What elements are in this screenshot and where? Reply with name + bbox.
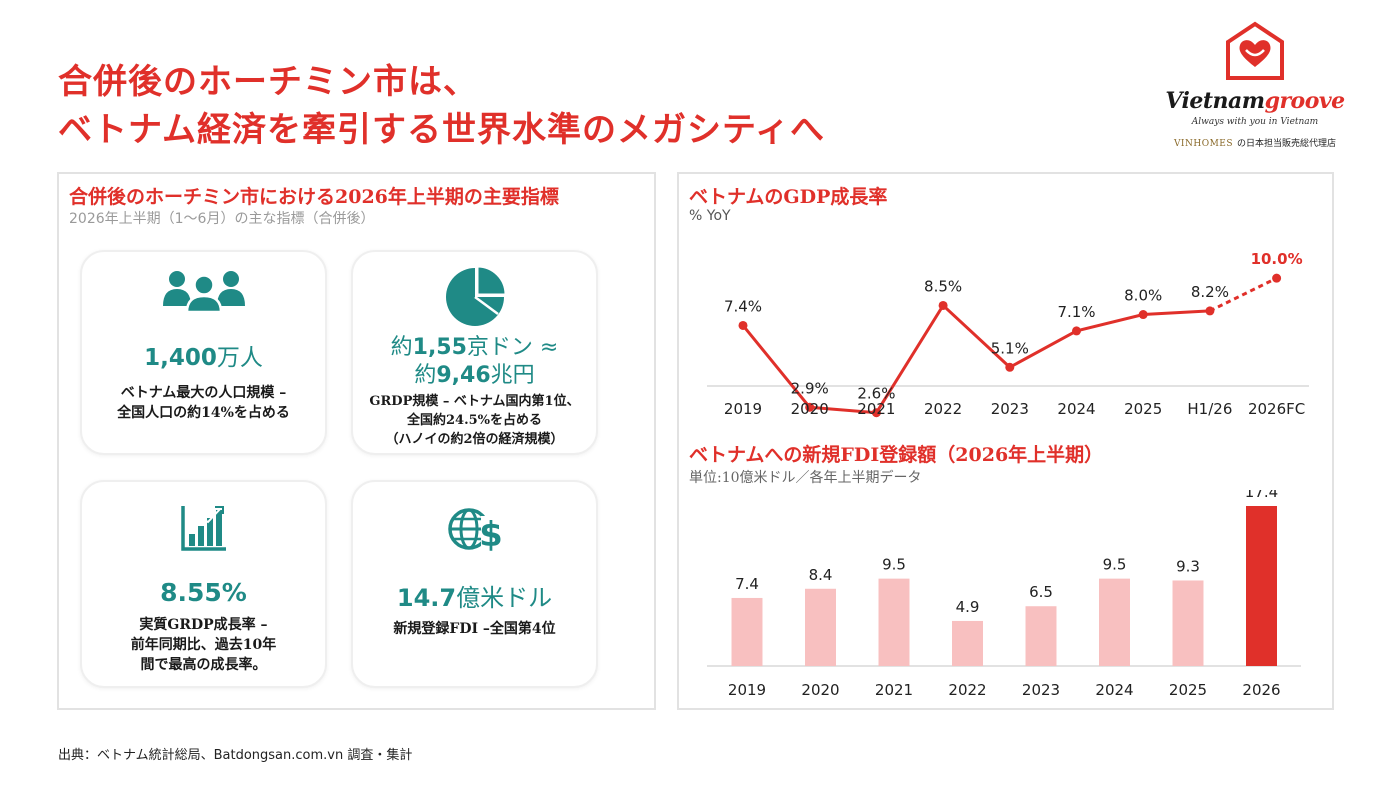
house-heart-icon	[1226, 21, 1284, 80]
fdi-x-tick: 2022	[948, 681, 986, 699]
fdi-bar	[731, 597, 763, 666]
fdi-x-tick: 2026	[1242, 681, 1280, 699]
logo-partner: VINHOMES の日本担当販売総代理店	[1173, 139, 1337, 149]
gdp-point	[1205, 306, 1215, 316]
indicators-title: 合併後のホーチミン市における2026年上半期の主要指標	[69, 186, 559, 208]
gdp-x-tick: 2024	[1057, 400, 1095, 418]
pie-chart-icon	[445, 266, 506, 326]
fdi-bar	[1172, 580, 1204, 666]
indicators-subtitle: 2026年上半期（1〜6月）の主な指標（合併後）	[69, 211, 375, 227]
fdi-bar	[805, 588, 836, 666]
gdp-point	[805, 402, 815, 412]
fdi-data-label: 9.5	[1103, 556, 1127, 574]
grdp-card: 約1,55京ドン ≈ 約9,46兆円 GRDP規模 – ベトナム国内第1位、 全…	[351, 250, 598, 455]
fdi-data-label: 7.4	[735, 575, 759, 593]
gdp-data-label: 8.5%	[924, 277, 962, 295]
fdi-x-tick: 2024	[1095, 681, 1133, 699]
population-value: 1,400万人	[144, 345, 263, 371]
gdp-x-tick: 2023	[991, 400, 1029, 418]
gdp-x-tick: 2022	[924, 400, 962, 418]
gdp-point	[1272, 273, 1282, 283]
gdp-x-tick: 2020	[791, 400, 829, 418]
fdi-x-tick: 2023	[1022, 681, 1060, 699]
gdp-data-label: 7.1%	[1057, 303, 1095, 321]
population-card: 1,400万人 ベトナム最大の人口規模 – 全国人口の約14%を占める	[80, 250, 327, 455]
fdi-x-tick: 2020	[801, 681, 839, 699]
fdi-bar	[878, 578, 910, 666]
grdp-growth-desc: 実質GRDP成長率 – 前年同期比、過去10年 間で最高の成長率。	[130, 617, 277, 673]
page-title-line2: ベトナム経済を牽引する世界水準のメガシティへ	[58, 110, 825, 150]
vietnamgroove-logo: Vietnamgroove Always with you in Vietnam…	[1160, 20, 1350, 155]
fdi-x-tick: 2021	[875, 681, 913, 699]
fdi-data-label: 6.5	[1029, 583, 1053, 601]
gdp-data-label: 10.0%	[1251, 250, 1303, 268]
gdp-point	[738, 320, 748, 330]
svg-text:$: $	[479, 515, 503, 555]
fdi-x-tick: 2019	[728, 681, 766, 699]
fdi-data-label: 17.4	[1245, 490, 1278, 501]
gdp-x-tick: H1/26	[1187, 400, 1232, 418]
fdi-data-label: 9.5	[882, 556, 906, 574]
gdp-x-tick: 2025	[1124, 400, 1162, 418]
gdp-data-label: 8.2%	[1191, 283, 1229, 301]
gdp-forecast-line	[1209, 276, 1278, 313]
grdp-value-line2: 約9,46兆円	[414, 363, 535, 388]
fdi-bar	[1099, 578, 1130, 666]
logo-tagline: Always with you in Vietnam	[1191, 117, 1319, 127]
gdp-data-label: 2.9%	[791, 379, 829, 397]
logo-wordmark: Vietnamgroove	[1165, 88, 1345, 114]
fdi-bar	[952, 620, 983, 666]
grdp-desc: GRDP規模 – ベトナム国内第1位、 全国約24.5%を占める （ハノイの約2…	[369, 394, 580, 447]
gdp-chart-title: ベトナムのGDP成長率	[689, 186, 888, 208]
fdi-bar-chart: 7.4 2019 8.4 2020 9.5 2021 4.9 2022 6.5 2023 9.5 20…	[707, 490, 1301, 699]
fdi-data-label: 4.9	[956, 598, 980, 616]
charts-panel: ベトナムのGDP成長率 % YoY 7.4% 2019 2.9% 2020 2.6% 20…	[677, 172, 1334, 710]
gdp-data-label: 5.1%	[991, 339, 1029, 357]
fdi-bar	[1025, 606, 1057, 666]
population-desc: ベトナム最大の人口規模 – 全国人口の約14%を占める	[117, 385, 290, 421]
grdp-value: 約1,55京ドン ≈ 約9,46兆円	[353, 334, 596, 390]
fdi-data-label: 8.4	[809, 566, 833, 584]
fdi-data-label: 9.3	[1176, 557, 1200, 575]
people-icon	[162, 271, 245, 312]
gdp-point	[1005, 362, 1015, 372]
gdp-x-tick: 2026FC	[1248, 400, 1305, 418]
fdi-chart-title: ベトナムへの新規FDI登録額（2026年上半期）	[689, 444, 1104, 466]
gdp-point	[938, 300, 948, 310]
gdp-series-line	[741, 303, 1210, 415]
grdp-growth-card: 8.55% 実質GRDP成長率 – 前年同期比、過去10年 間で最高の成長率。	[80, 480, 327, 688]
gdp-x-tick: 2019	[724, 400, 762, 418]
gdp-data-label: 2.6%	[857, 385, 895, 403]
gdp-data-label: 7.4%	[724, 297, 762, 315]
gdp-x-tick: 2021	[857, 400, 895, 418]
globe-dollar-icon: $	[447, 508, 503, 555]
fdi-bar	[1246, 506, 1277, 666]
page-title: 合併後のホーチミン市は、 ベトナム経済を牽引する世界水準のメガシティへ	[58, 58, 825, 154]
fdi-x-tick: 2025	[1169, 681, 1207, 699]
gdp-point	[1072, 326, 1081, 336]
gdp-data-label: 8.0%	[1124, 287, 1162, 305]
gdp-point	[871, 408, 881, 418]
page-title-line1: 合併後のホーチミン市は、	[58, 62, 478, 102]
grdp-value-line1: 約1,55京ドン ≈	[390, 335, 559, 360]
key-indicators-panel: 合併後のホーチミン市における2026年上半期の主要指標 2026年上半期（1〜6…	[57, 172, 656, 710]
fdi-chart-unit: 単位:10億米ドル／各年上半期データ	[689, 470, 922, 486]
gdp-chart-unit: % YoY	[689, 208, 731, 224]
fdi-desc: 新規登録FDI –全国第4位	[393, 621, 556, 637]
fdi-card: $ 14.7億米ドル 新規登録FDI –全国第4位	[351, 480, 598, 688]
bar-growth-icon	[180, 506, 226, 551]
gdp-point	[1138, 310, 1148, 320]
fdi-value: 14.7億米ドル	[396, 584, 553, 612]
source-note: 出典：ベトナム統計総局、Batdongsan.com.vn 調査・集計	[58, 748, 413, 763]
gdp-line-chart: 7.4% 2019 2.9% 2020 2.6%2021 8.5% 2022 5.1% 2023…	[707, 250, 1309, 418]
grdp-growth-value: 8.55%	[160, 578, 247, 607]
